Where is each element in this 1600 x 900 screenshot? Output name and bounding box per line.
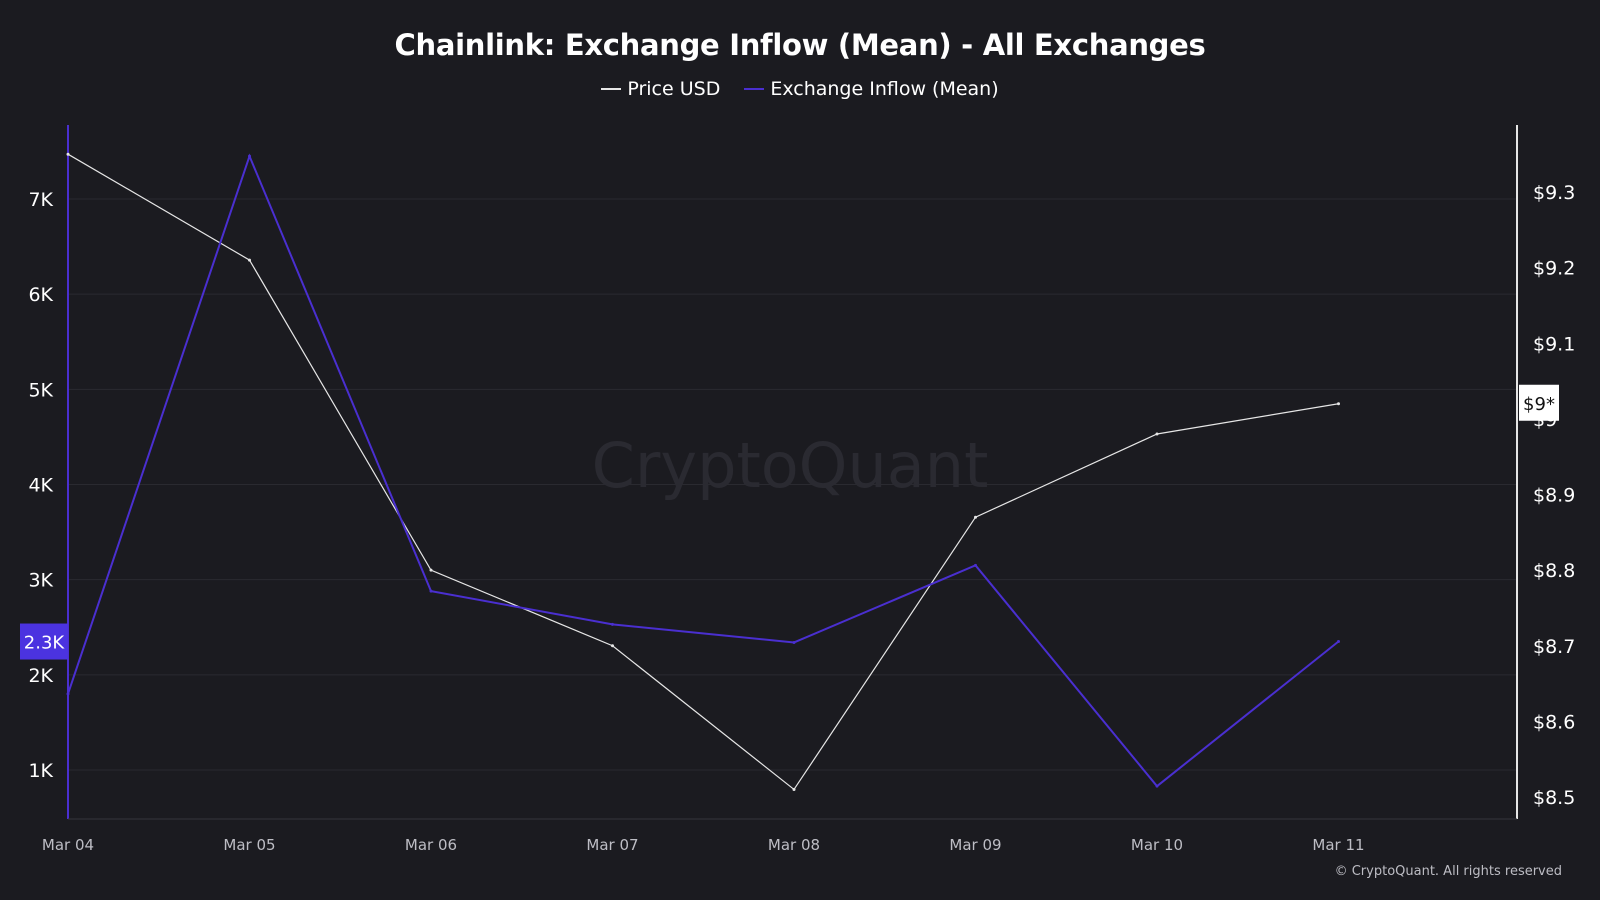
right-tick-label: $8.9 <box>1533 485 1575 507</box>
right-tick-label: $9.2 <box>1533 258 1575 280</box>
legend-item-price[interactable]: Price USD <box>601 78 720 100</box>
data-point-inflow[interactable] <box>792 640 796 644</box>
right-tick-label: $9.3 <box>1533 182 1575 204</box>
data-point-inflow[interactable] <box>1337 640 1340 644</box>
x-tick-label: Mar 10 <box>1131 836 1183 854</box>
series-line-price <box>67 153 1339 791</box>
x-tick-label: Mar 08 <box>768 836 820 854</box>
legend-label-inflow: Exchange Inflow (Mean) <box>770 78 999 100</box>
left-tick-label: 7K <box>28 189 53 211</box>
x-tick-label: Mar 11 <box>1312 836 1364 854</box>
legend-swatch-inflow <box>744 88 765 90</box>
left-tick-label: 4K <box>28 475 53 497</box>
data-point-price[interactable] <box>611 644 614 648</box>
x-tick-label: Mar 07 <box>586 836 638 854</box>
right-tick-label: $8.8 <box>1533 560 1575 582</box>
data-point-price[interactable] <box>248 258 251 262</box>
right-tick-label: $9.1 <box>1533 333 1575 355</box>
data-point-price[interactable] <box>792 787 796 791</box>
data-point-inflow[interactable] <box>611 622 614 626</box>
data-point-price[interactable] <box>1337 402 1340 406</box>
left-tick-label: 1K <box>28 760 53 782</box>
left-tick-label: 2K <box>28 665 53 687</box>
data-point-inflow[interactable] <box>1155 784 1159 788</box>
x-tick-label: Mar 05 <box>223 836 275 854</box>
data-point-inflow[interactable] <box>429 589 433 593</box>
copyright-text: © CryptoQuant. All rights reserved <box>1334 864 1562 879</box>
data-point-price[interactable] <box>66 152 70 156</box>
x-tick-label: Mar 06 <box>405 836 457 854</box>
data-point-price[interactable] <box>1155 432 1159 436</box>
left-tick-label: 6K <box>28 284 53 306</box>
legend-item-inflow[interactable]: Exchange Inflow (Mean) <box>744 78 999 100</box>
data-point-inflow[interactable] <box>66 692 70 696</box>
left-tick-label: 5K <box>28 379 53 401</box>
legend-label-price: Price USD <box>627 78 721 100</box>
x-tick-label: Mar 09 <box>949 836 1001 854</box>
legend-swatch-price <box>601 88 622 90</box>
x-tick-label: Mar 04 <box>42 836 94 854</box>
right-tick-label: $8.5 <box>1533 787 1575 809</box>
watermark-text: CryptoQuant <box>592 429 989 502</box>
left-current-value-badge <box>20 623 68 660</box>
right-tick-label: $8.7 <box>1533 636 1575 658</box>
left-current-value-label: 2.3K <box>24 633 66 654</box>
data-point-price[interactable] <box>974 515 977 519</box>
chart-legend: Price USD Exchange Inflow (Mean) <box>0 78 1600 100</box>
series-line-inflow <box>67 153 1340 788</box>
chart-title: Chainlink: Exchange Inflow (Mean) - All … <box>394 28 1206 62</box>
data-point-inflow[interactable] <box>248 154 251 158</box>
data-point-inflow[interactable] <box>974 563 977 567</box>
data-point-price[interactable] <box>429 568 433 572</box>
right-current-value-label: $9* <box>1523 394 1555 415</box>
left-tick-label: 3K <box>28 570 53 592</box>
right-tick-label: $8.6 <box>1533 711 1575 733</box>
right-current-value-badge <box>1519 384 1559 421</box>
